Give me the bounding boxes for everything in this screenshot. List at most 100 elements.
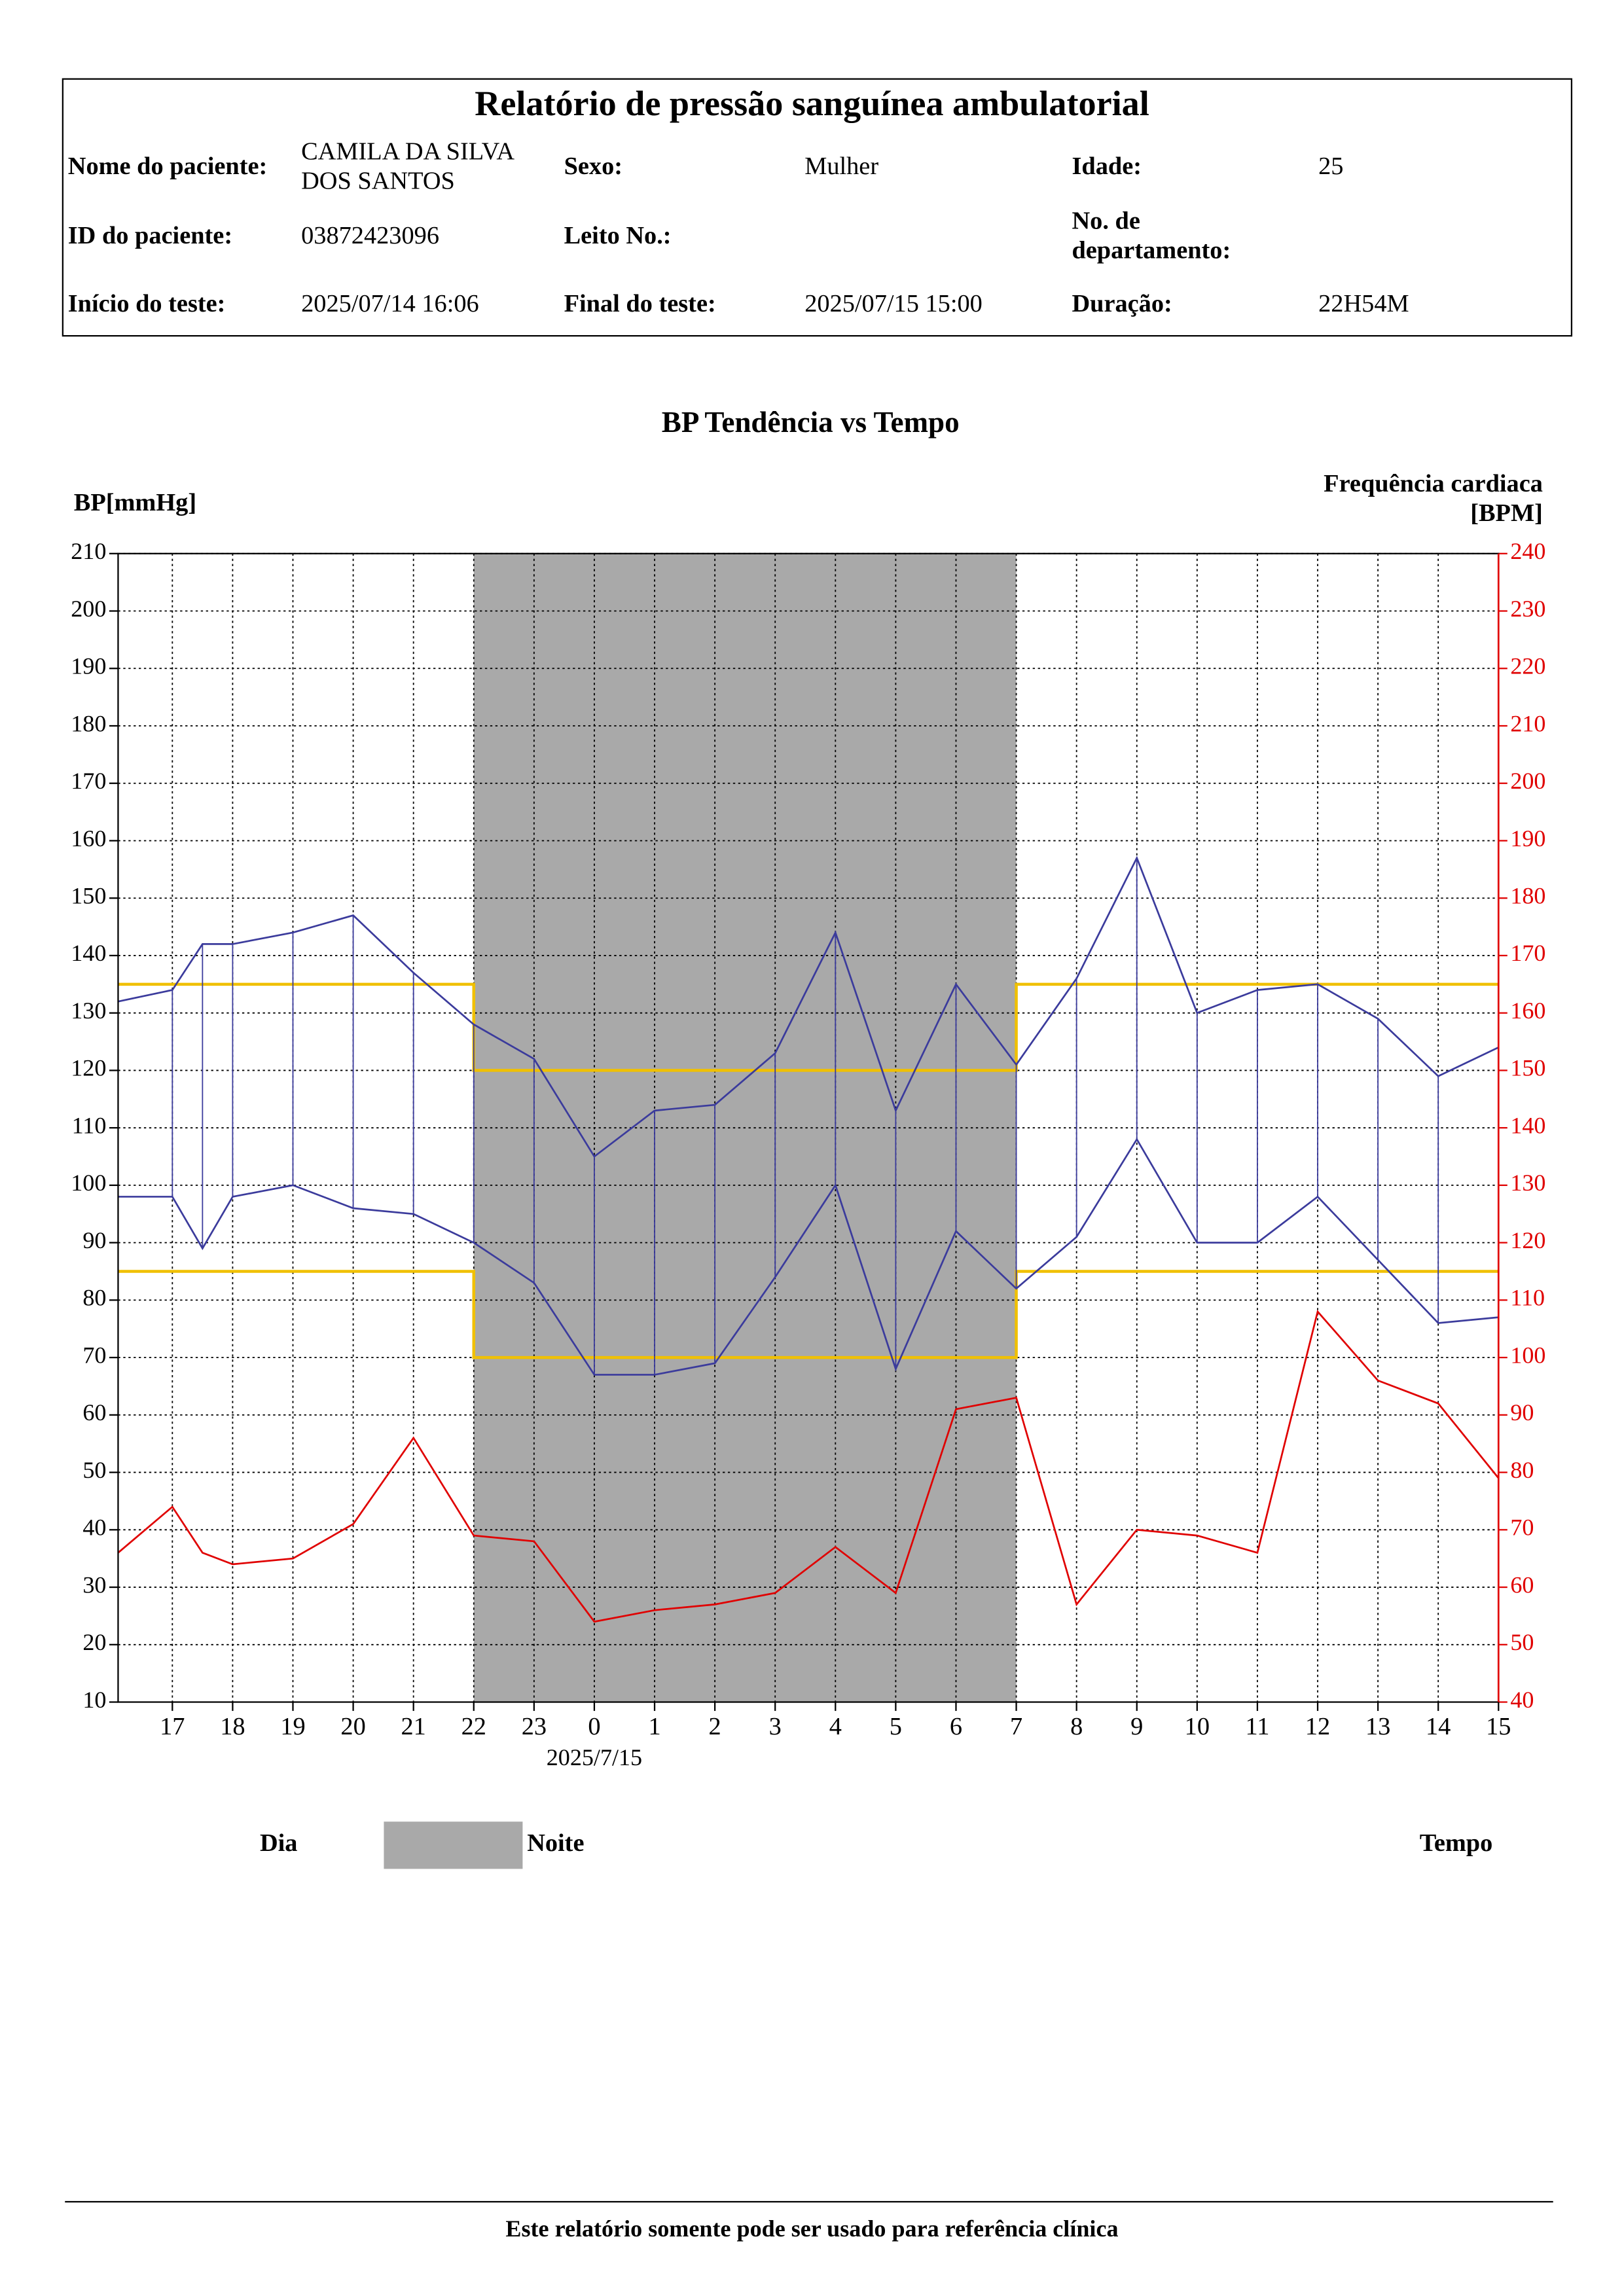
series-line: [117, 1310, 1500, 1623]
field-label: Idade:: [1072, 152, 1142, 181]
x-tick-label: 20: [340, 1713, 365, 1740]
y-tick-label: 210: [71, 538, 106, 564]
y-tick-label: 10: [82, 1687, 106, 1713]
y2-tick-label: 80: [1510, 1457, 1534, 1483]
field-value: CAMILA DA SILVA DOS SANTOS: [301, 137, 514, 195]
y-tick-label: 170: [71, 768, 106, 794]
y2-tick-label: 220: [1510, 653, 1545, 679]
threshold-line: [118, 982, 1499, 1072]
y-tick-label: 130: [71, 997, 106, 1024]
y-tick-label: 70: [82, 1342, 106, 1368]
y-tick-label: 20: [82, 1629, 106, 1655]
legend-day: Dia: [260, 1829, 298, 1857]
field-value: 2025/07/14 16:06: [301, 289, 479, 317]
y-tick-label: 200: [71, 596, 106, 622]
x-tick-label: 13: [1365, 1713, 1390, 1740]
field-value: 03872423096: [301, 221, 439, 250]
y-tick-label: 100: [71, 1170, 106, 1196]
y-tick-label: 110: [72, 1112, 107, 1138]
chart: BP Tendência vs Tempo BP[mmHg] 102030405…: [71, 406, 1545, 1869]
y2-tick-label: 50: [1510, 1629, 1534, 1655]
y2-tick-label: 160: [1510, 997, 1545, 1024]
y-tick-label: 190: [71, 653, 106, 679]
footer-rule: [65, 2200, 1553, 2203]
x-tick-label: 9: [1130, 1713, 1143, 1740]
y2-tick-label: 150: [1510, 1055, 1545, 1081]
y-tick-label: 60: [82, 1399, 106, 1426]
y-tick-label: 150: [71, 882, 106, 908]
y2-tick-label: 240: [1510, 538, 1545, 564]
field-label: Duração:: [1072, 289, 1172, 317]
x-tick-label: 10: [1185, 1713, 1210, 1740]
x-tick-label: 0: [588, 1713, 600, 1740]
chart-title: BP Tendência vs Tempo: [662, 406, 960, 439]
x-tick-label: 8: [1070, 1713, 1083, 1740]
y-tick-label: 90: [82, 1227, 106, 1253]
field-label: Início do teste:: [67, 289, 226, 317]
series-line: [118, 1138, 1499, 1376]
x-tick-label: 18: [220, 1713, 245, 1740]
legend-night: Noite: [527, 1829, 584, 1857]
x-tick-label: 7: [1010, 1713, 1022, 1740]
y2-tick-label: 230: [1510, 596, 1545, 622]
x-tick-label: 1: [648, 1713, 660, 1740]
x-tick-label: 5: [890, 1713, 902, 1740]
y2-tick-label: 40: [1510, 1687, 1534, 1713]
legend-night-swatch: [384, 1821, 523, 1869]
threshold-line: [118, 1270, 1499, 1359]
field-value: Mulher: [804, 152, 879, 181]
x-tick-label: 6: [950, 1713, 962, 1740]
field-value: 25: [1318, 152, 1344, 181]
y2-tick-label: 190: [1510, 825, 1545, 852]
x-tick-label: 14: [1426, 1713, 1451, 1740]
field-value: 22H54M: [1318, 289, 1409, 317]
y2-tick-label: 70: [1510, 1515, 1534, 1541]
y2-tick-label: 120: [1510, 1227, 1545, 1253]
y2-tick-label: 100: [1510, 1342, 1545, 1368]
x-tick-label: 23: [522, 1713, 547, 1740]
series-line: [118, 855, 1499, 1158]
y2-tick-label: 200: [1510, 768, 1545, 794]
y-tick-label: 160: [71, 825, 106, 852]
y2-tick-label: 140: [1510, 1112, 1545, 1138]
field-value: 2025/07/15 15:00: [804, 289, 983, 317]
field-label: Nome do paciente:: [67, 152, 268, 181]
y-tick-label: 40: [82, 1515, 106, 1541]
y2-axis-label: Frequência cardiaca [BPM]: [1324, 469, 1543, 528]
x-tick-label: 22: [461, 1713, 486, 1740]
x-tick-label: 19: [280, 1713, 305, 1740]
y-tick-label: 50: [82, 1457, 106, 1483]
y-tick-label: 80: [82, 1285, 106, 1311]
x-tick-label: 3: [769, 1713, 782, 1740]
field-label: Leito No.:: [564, 221, 672, 250]
x-tick-label: 2: [709, 1713, 721, 1740]
x-tick-label: 4: [829, 1713, 842, 1740]
y2-tick-label: 170: [1510, 940, 1545, 966]
header-box: [62, 78, 1573, 337]
y-tick-label: 180: [71, 710, 106, 736]
y2-tick-label: 210: [1510, 710, 1545, 736]
field-label: ID do paciente:: [67, 221, 233, 250]
field-label: Final do teste:: [564, 289, 716, 317]
field-label: No. de departamento:: [1072, 206, 1231, 264]
y2-tick-label: 90: [1510, 1399, 1534, 1426]
x-tick-label: 21: [401, 1713, 426, 1740]
y2-tick-label: 60: [1510, 1571, 1534, 1598]
field-label: Sexo:: [564, 152, 623, 181]
y-tick-label: 140: [71, 940, 106, 966]
y-tick-label: 30: [82, 1571, 106, 1598]
y-axis-label: BP[mmHg]: [74, 489, 196, 516]
x-tick-label: 12: [1305, 1713, 1330, 1740]
y-tick-label: 120: [71, 1055, 106, 1081]
y2-tick-label: 130: [1510, 1170, 1545, 1196]
legend-time: Tempo: [1420, 1829, 1492, 1857]
date-label: 2025/7/15: [547, 1744, 642, 1770]
y2-tick-label: 180: [1510, 882, 1545, 908]
footer: Este relatório somente pode ser usado pa…: [505, 2217, 1119, 2243]
x-tick-label: 11: [1245, 1713, 1269, 1740]
report-title: Relatório de pressão sanguínea ambulator…: [475, 85, 1149, 124]
x-tick-label: 15: [1486, 1713, 1511, 1740]
y2-tick-label: 110: [1510, 1285, 1545, 1311]
